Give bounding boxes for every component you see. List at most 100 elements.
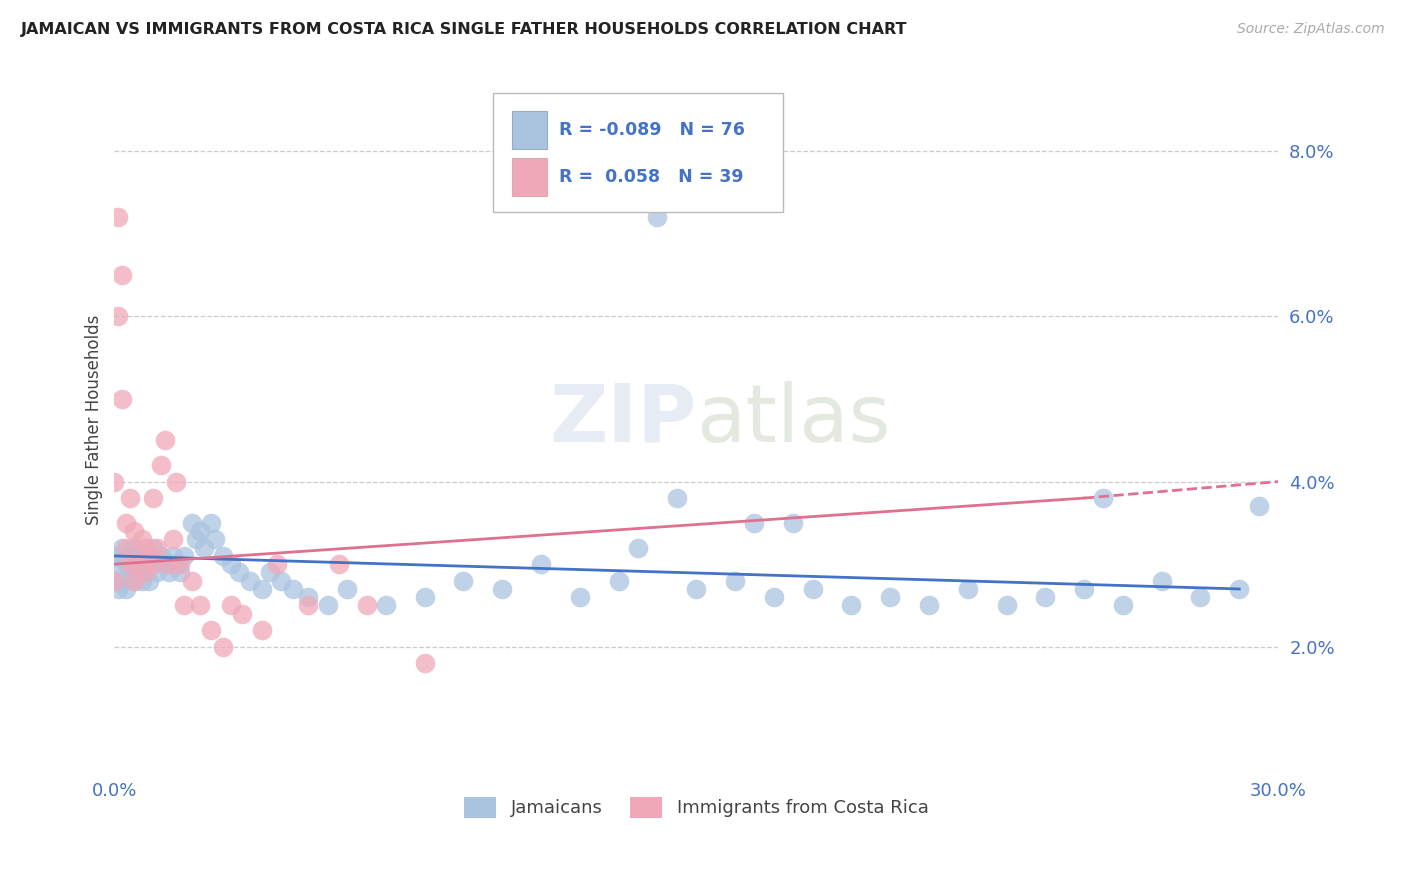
Point xyxy=(316,599,339,613)
Point xyxy=(200,624,222,638)
Point xyxy=(956,582,979,596)
Point xyxy=(127,566,149,580)
Point xyxy=(665,491,688,505)
Point xyxy=(627,541,650,555)
Point xyxy=(115,516,138,530)
Point xyxy=(995,599,1018,613)
Point xyxy=(801,582,824,596)
Point xyxy=(134,549,156,563)
Point xyxy=(107,211,129,225)
Point xyxy=(281,582,304,596)
Point xyxy=(134,541,156,555)
Text: atlas: atlas xyxy=(696,381,890,458)
Point xyxy=(131,574,153,588)
Point xyxy=(181,574,204,588)
Point xyxy=(297,599,319,613)
Point xyxy=(146,566,169,580)
Point xyxy=(259,566,281,580)
Point xyxy=(173,599,195,613)
Point xyxy=(782,516,804,530)
Point xyxy=(153,557,176,571)
Point xyxy=(685,582,707,596)
Point xyxy=(118,491,141,505)
Point xyxy=(188,599,211,613)
Point xyxy=(107,310,129,324)
Point xyxy=(103,574,125,588)
Point xyxy=(1189,591,1212,605)
Point xyxy=(374,599,396,613)
Point xyxy=(122,524,145,538)
Point xyxy=(107,549,129,563)
Point xyxy=(231,607,253,621)
Point xyxy=(228,566,250,580)
Point xyxy=(103,574,125,588)
Point xyxy=(131,557,153,571)
Point xyxy=(134,566,156,580)
Point xyxy=(724,574,747,588)
Point xyxy=(149,549,172,563)
Point xyxy=(200,516,222,530)
Point xyxy=(107,582,129,596)
Point xyxy=(212,549,235,563)
Point xyxy=(122,541,145,555)
Point xyxy=(153,434,176,448)
Point xyxy=(127,549,149,563)
Point xyxy=(127,557,149,571)
Point xyxy=(142,557,165,571)
Point xyxy=(297,591,319,605)
FancyBboxPatch shape xyxy=(492,93,783,212)
Point xyxy=(250,582,273,596)
Point xyxy=(118,549,141,563)
Point xyxy=(491,582,513,596)
Point xyxy=(219,557,242,571)
Point xyxy=(879,591,901,605)
Point xyxy=(115,541,138,555)
Point xyxy=(162,549,184,563)
Point xyxy=(122,574,145,588)
Point xyxy=(146,541,169,555)
Point xyxy=(111,392,134,406)
Point xyxy=(1150,574,1173,588)
Point xyxy=(111,268,134,282)
Point xyxy=(239,574,262,588)
Point xyxy=(169,557,191,571)
Point xyxy=(568,591,591,605)
FancyBboxPatch shape xyxy=(512,158,547,196)
Point xyxy=(111,541,134,555)
Point xyxy=(193,541,215,555)
Point xyxy=(162,533,184,547)
Legend: Jamaicans, Immigrants from Costa Rica: Jamaicans, Immigrants from Costa Rica xyxy=(457,789,936,825)
Point xyxy=(1247,500,1270,514)
FancyBboxPatch shape xyxy=(512,111,547,149)
Text: R =  0.058   N = 39: R = 0.058 N = 39 xyxy=(560,169,744,186)
Text: Source: ZipAtlas.com: Source: ZipAtlas.com xyxy=(1237,22,1385,37)
Point xyxy=(118,557,141,571)
Point xyxy=(131,533,153,547)
Point xyxy=(134,566,156,580)
Point xyxy=(453,574,475,588)
Point xyxy=(250,624,273,638)
Text: R = -0.089   N = 76: R = -0.089 N = 76 xyxy=(560,121,745,139)
Point xyxy=(270,574,292,588)
Point xyxy=(1073,582,1095,596)
Point xyxy=(103,557,125,571)
Point xyxy=(118,566,141,580)
Point xyxy=(122,557,145,571)
Point xyxy=(328,557,350,571)
Point xyxy=(166,557,188,571)
Point xyxy=(166,475,188,489)
Point xyxy=(413,657,436,671)
Point xyxy=(219,599,242,613)
Point xyxy=(1092,491,1115,505)
Point xyxy=(530,557,553,571)
Text: JAMAICAN VS IMMIGRANTS FROM COSTA RICA SINGLE FATHER HOUSEHOLDS CORRELATION CHAR: JAMAICAN VS IMMIGRANTS FROM COSTA RICA S… xyxy=(21,22,908,37)
Point xyxy=(336,582,359,596)
Text: ZIP: ZIP xyxy=(548,381,696,458)
Point xyxy=(184,533,207,547)
Point xyxy=(356,599,378,613)
Point xyxy=(204,533,226,547)
Point xyxy=(181,516,204,530)
Point xyxy=(138,549,160,563)
Point xyxy=(115,557,138,571)
Point xyxy=(762,591,785,605)
